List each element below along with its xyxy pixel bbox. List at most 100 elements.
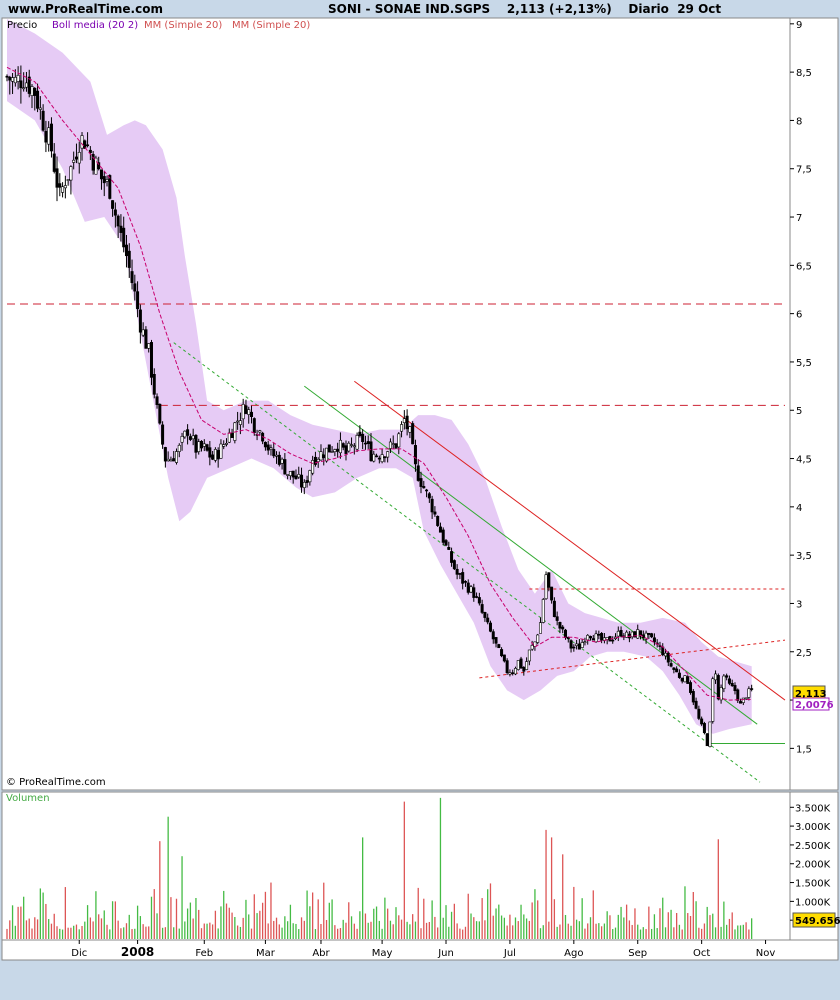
candle [225, 438, 229, 447]
candle [152, 368, 156, 399]
candle-body [563, 629, 567, 638]
candle-body [461, 572, 465, 584]
candle [472, 583, 476, 602]
candle [247, 406, 251, 424]
candle-body [174, 451, 178, 463]
candle-body [219, 443, 223, 459]
candle [744, 697, 748, 700]
candle-body [716, 675, 720, 700]
candle [297, 466, 301, 479]
candle [666, 651, 670, 667]
candle-body [583, 641, 587, 643]
candle [366, 435, 370, 449]
candle [433, 506, 437, 517]
candle-body [519, 658, 523, 669]
candle-body [588, 636, 592, 639]
site-label[interactable]: www.ProRealTime.com [8, 2, 163, 16]
candle [369, 433, 373, 462]
candle [111, 200, 115, 217]
candle-body [483, 612, 487, 618]
volume-tick-label: 1.500K [795, 879, 831, 890]
candle [86, 132, 90, 148]
candle [455, 564, 459, 580]
candle [341, 442, 345, 451]
candle [702, 721, 706, 735]
candle-body [222, 444, 226, 447]
candle-body [366, 441, 370, 444]
candle [447, 541, 451, 551]
candle [127, 243, 131, 278]
candle [16, 66, 20, 90]
candle-body [397, 433, 401, 448]
time-axis [1, 939, 839, 961]
candle-body [572, 646, 576, 649]
candle [461, 568, 465, 590]
candle-body [130, 271, 134, 284]
candle [358, 425, 362, 438]
candle [38, 96, 42, 120]
candle [58, 173, 62, 197]
candle [113, 202, 117, 228]
candle-body [8, 76, 12, 81]
candle [138, 304, 142, 344]
candle [266, 440, 270, 455]
candle-body [466, 582, 470, 593]
candle-body [352, 445, 356, 448]
candle-body [277, 454, 281, 465]
legend-price: Precio [7, 20, 37, 31]
candle [708, 721, 712, 748]
candle-body [488, 622, 492, 632]
candle [191, 428, 195, 446]
candle-body [555, 616, 559, 621]
candle [647, 632, 651, 639]
candle-body [358, 431, 362, 436]
candle [697, 705, 701, 721]
candle-body [13, 77, 17, 84]
candle-body [191, 435, 195, 440]
candle [236, 411, 240, 430]
candle [99, 169, 103, 190]
candle [280, 457, 284, 470]
candle-body [44, 130, 48, 143]
candle [30, 84, 34, 109]
candle-body [727, 678, 731, 684]
candle [330, 446, 334, 453]
ma-value: 2,0076 [795, 700, 834, 711]
candle [652, 633, 656, 646]
candle [80, 132, 84, 161]
candle-body [577, 643, 581, 650]
price-tick-label: 3 [796, 599, 802, 610]
candle-body [530, 645, 534, 650]
candle-body [580, 642, 584, 648]
candle [536, 633, 540, 645]
candle [458, 572, 462, 580]
candle [427, 492, 431, 503]
price-tick-label: 1,5 [796, 744, 812, 755]
candle-body [533, 641, 537, 647]
candle [475, 592, 479, 599]
candle [425, 488, 429, 498]
candle [216, 447, 220, 468]
candle-body [99, 169, 103, 180]
candle [502, 654, 506, 663]
candle-body [133, 283, 137, 292]
candle [22, 72, 26, 92]
candle [513, 666, 517, 676]
candle-body [11, 77, 15, 82]
candle-body [250, 411, 254, 418]
candle-body [636, 629, 640, 639]
candle-body [691, 691, 695, 703]
candle [69, 165, 73, 195]
volume-plot-area [6, 797, 753, 939]
candle-body [647, 632, 651, 635]
candle-body [639, 630, 643, 637]
candle-body [86, 144, 90, 147]
candle-body [80, 135, 84, 149]
candle [300, 467, 304, 493]
candle [511, 669, 515, 676]
candle [730, 679, 734, 687]
candle-body [158, 403, 162, 424]
candle [244, 399, 248, 415]
candle [400, 421, 404, 438]
candle [725, 673, 729, 681]
